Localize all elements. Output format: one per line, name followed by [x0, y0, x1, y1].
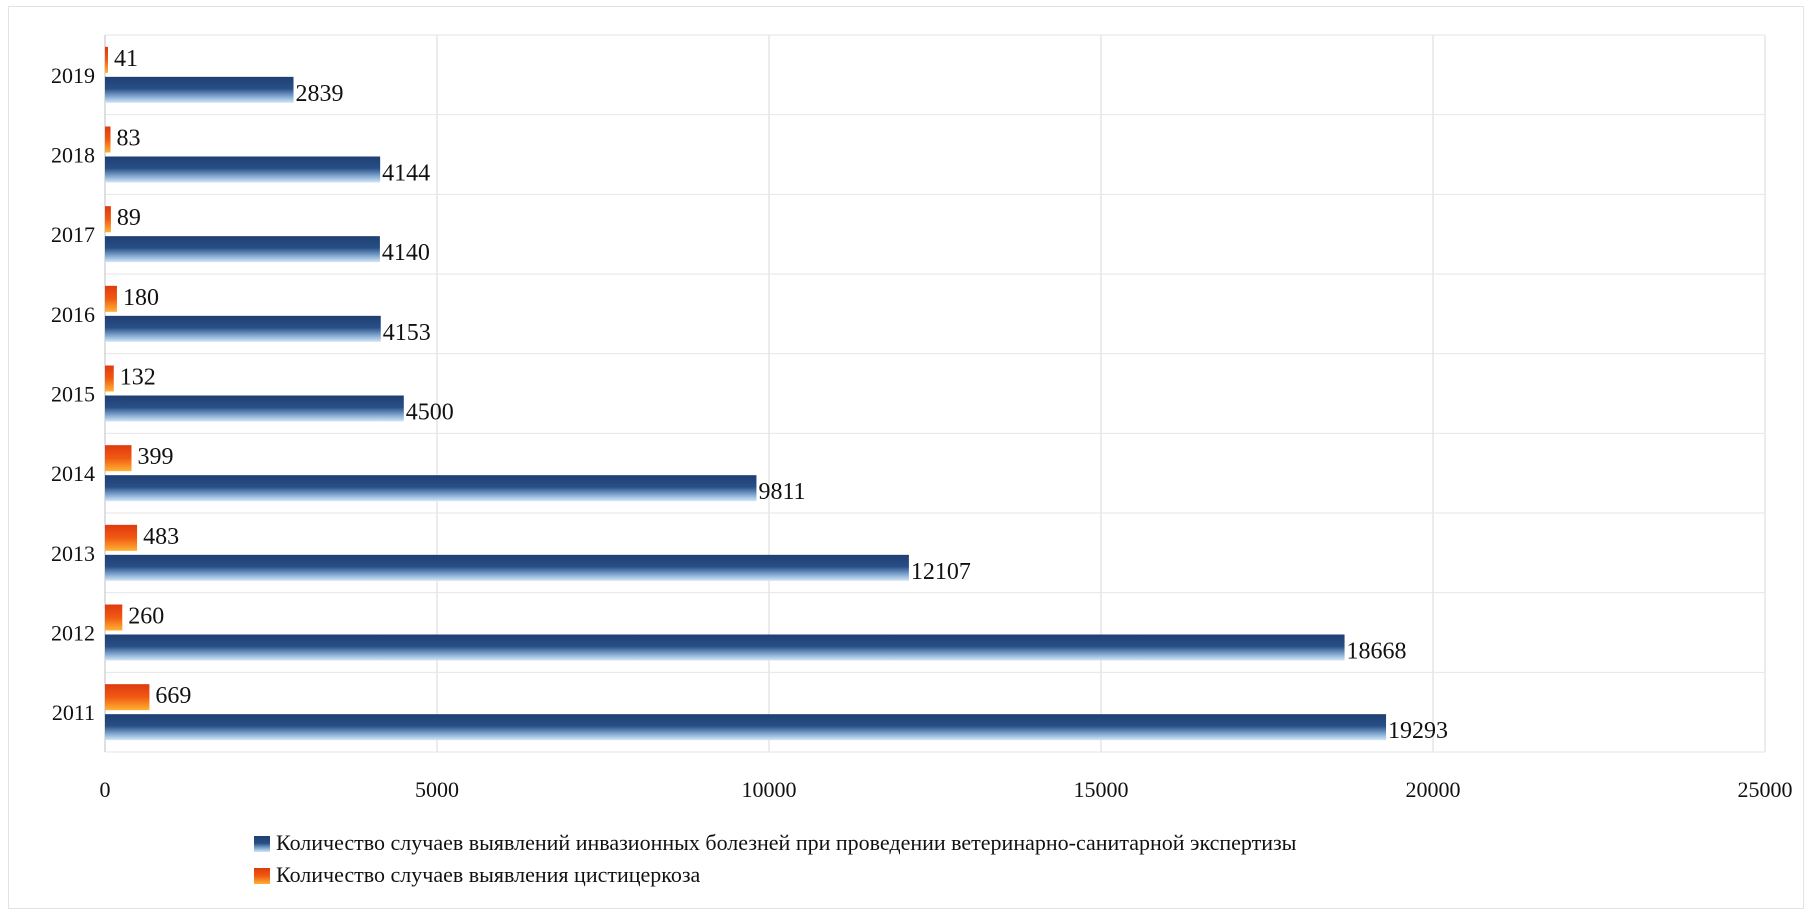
data-label-invasive-diseases: 4500	[406, 400, 454, 426]
bar-invasive-diseases	[105, 634, 1345, 661]
data-label-cysticercosis: 180	[123, 285, 159, 311]
data-label-invasive-diseases: 4140	[382, 240, 430, 266]
bar-cysticercosis	[105, 126, 111, 153]
y-category-label: 2016	[51, 302, 95, 327]
data-label-cysticercosis: 399	[137, 444, 173, 470]
legend-label: Количество случаев выявлений инвазионных…	[276, 830, 1297, 855]
x-tick-label: 25000	[1738, 777, 1793, 802]
data-label-invasive-diseases: 4144	[382, 161, 430, 187]
data-label-cysticercosis: 260	[128, 604, 164, 630]
bar-invasive-diseases	[105, 554, 909, 581]
bar-cysticercosis	[105, 524, 138, 551]
x-tick-label: 20000	[1406, 777, 1461, 802]
data-label-cysticercosis: 483	[143, 524, 179, 550]
bar-cysticercosis	[105, 684, 150, 711]
bar-cysticercosis	[105, 46, 108, 73]
labels: 0 5000 10000 15000 20000 25000 2011 669 19293 201…	[51, 46, 1793, 802]
bar-cysticercosis	[105, 604, 123, 631]
bar-invasive-diseases	[105, 236, 380, 263]
bar-cysticercosis	[105, 445, 132, 472]
bar-cysticercosis	[105, 206, 111, 233]
bar-cysticercosis	[105, 285, 117, 312]
y-category-label: 2014	[51, 461, 95, 486]
data-label-cysticercosis: 669	[155, 683, 191, 709]
bar-invasive-diseases	[105, 315, 381, 342]
bar-invasive-diseases	[105, 156, 381, 183]
legend-label: Количество случаев выявления цистицеркоз…	[276, 862, 701, 887]
x-tick-label: 5000	[415, 777, 459, 802]
y-category-label: 2019	[51, 63, 95, 88]
bar-invasive-diseases	[105, 76, 294, 103]
y-category-label: 2011	[52, 700, 95, 725]
data-label-cysticercosis: 132	[120, 365, 156, 391]
data-label-invasive-diseases: 9811	[758, 479, 805, 505]
bar-invasive-diseases	[105, 714, 1387, 741]
y-category-label: 2012	[51, 621, 95, 646]
data-label-cysticercosis: 41	[114, 46, 138, 72]
gridlines	[104, 34, 1766, 753]
data-label-invasive-diseases: 4153	[383, 320, 431, 346]
legend: Количество случаев выявлений инвазионных…	[254, 830, 1297, 887]
legend-swatch	[254, 868, 270, 884]
data-label-invasive-diseases: 19293	[1388, 718, 1448, 744]
y-category-label: 2013	[51, 541, 95, 566]
x-tick-label: 0	[100, 777, 111, 802]
bar-invasive-diseases	[105, 395, 404, 422]
y-category-label: 2015	[51, 382, 95, 407]
bars	[105, 46, 1387, 741]
y-category-label: 2018	[51, 143, 95, 168]
x-tick-label: 10000	[742, 777, 797, 802]
legend-swatch	[254, 836, 270, 852]
x-tick-label: 15000	[1074, 777, 1129, 802]
data-label-invasive-diseases: 18668	[1347, 639, 1407, 665]
data-label-cysticercosis: 89	[117, 205, 141, 231]
data-label-invasive-diseases: 2839	[296, 81, 344, 107]
y-category-label: 2017	[51, 222, 95, 247]
bar-invasive-diseases	[105, 475, 757, 502]
bar-cysticercosis	[105, 365, 114, 392]
data-label-invasive-diseases: 12107	[911, 559, 971, 585]
data-label-cysticercosis: 83	[117, 126, 141, 152]
